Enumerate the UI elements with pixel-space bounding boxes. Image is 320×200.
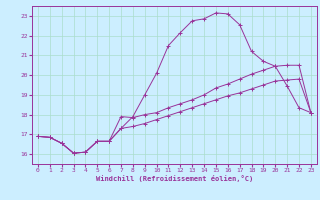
X-axis label: Windchill (Refroidissement éolien,°C): Windchill (Refroidissement éolien,°C) (96, 175, 253, 182)
